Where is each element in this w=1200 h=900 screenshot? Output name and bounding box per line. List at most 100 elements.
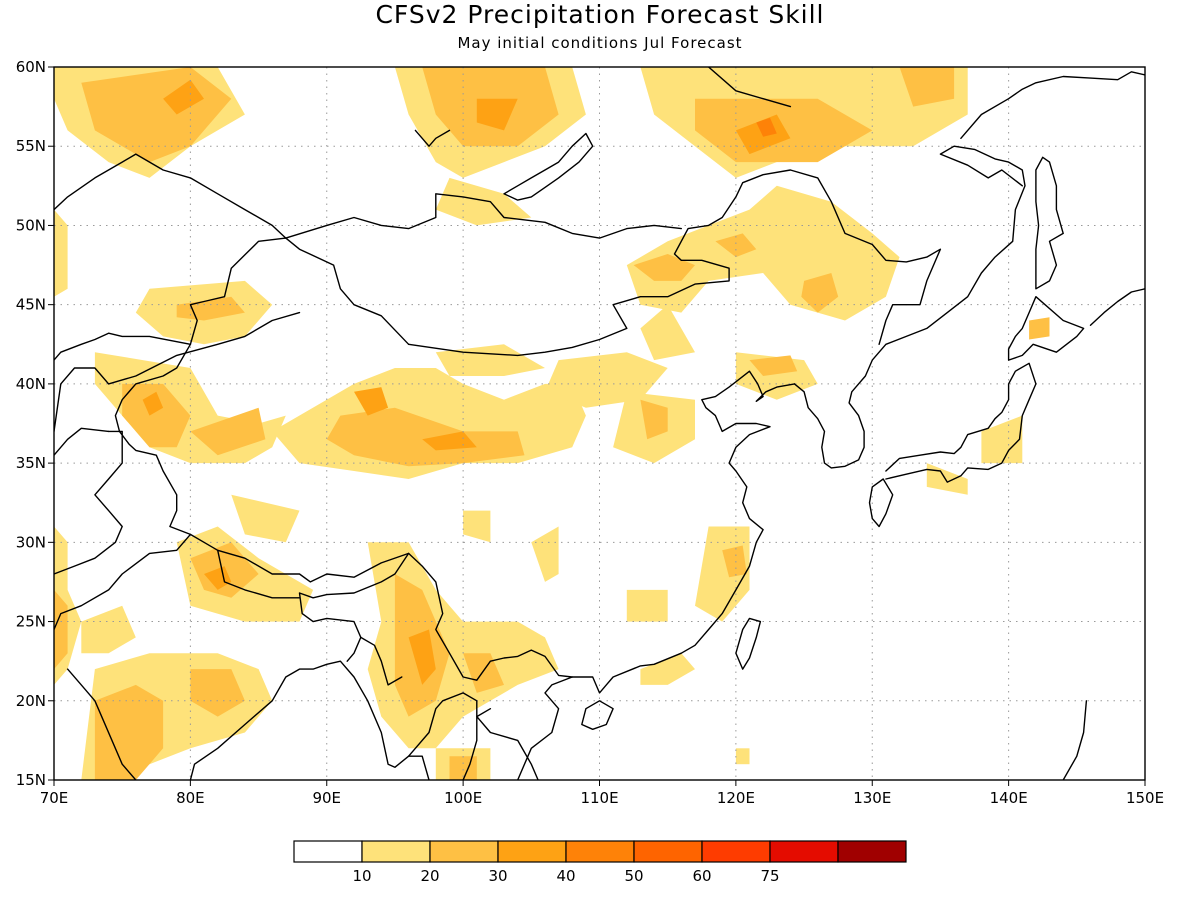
coastline [298,552,410,662]
coastline [503,132,594,201]
skill-region [899,67,955,107]
x-tick-label: 130E [853,789,891,807]
coastline [1035,156,1064,290]
colorbar-swatch [769,840,839,863]
skill-region [408,629,436,685]
coastline [66,668,137,780]
x-tick-label: 100E [444,789,482,807]
coastline [407,692,539,780]
colorbar-label: 20 [420,867,439,885]
y-tick-label: 45N [16,296,46,314]
colorbar-swatch [837,840,907,863]
coastline [217,549,301,599]
coastline [1062,700,1088,780]
coastline [189,237,410,345]
skill-region [435,344,545,376]
skill-region [354,387,389,416]
skill-region [476,98,518,131]
y-tick-label: 60N [16,58,46,76]
skill-region [54,589,68,670]
skill-region [463,653,504,693]
x-tick-label: 140E [990,789,1028,807]
coastline [581,700,614,730]
x-tick-label: 120E [717,789,755,807]
coastline [885,362,1037,483]
skill-region [926,463,968,495]
skill-region [735,748,750,765]
coastline [462,708,492,780]
y-tick-label: 25N [16,613,46,631]
coastline [54,427,110,456]
skill-region [640,399,668,440]
y-tick-label: 20N [16,692,46,710]
colorbar-swatch [361,840,431,863]
coastline [517,370,796,780]
skill-region [640,304,695,361]
y-tick-label: 35N [16,454,46,472]
colorbar-swatch [701,840,771,863]
skill-region [122,383,191,448]
skill-region [749,355,798,376]
longitude-axis: 70E 80E 90E 100E 110E 120E 130E 140E 150E [40,780,1164,807]
colorbar: 10 20 30 40 50 60 75 [293,840,907,885]
skill-region [190,407,266,456]
y-tick-label: 50N [16,216,46,234]
skill-fill-layer [54,67,1050,780]
skill-region [94,684,164,780]
coastline [285,193,682,239]
coastline [414,129,451,147]
skill-region [633,254,695,281]
skill-region [1029,317,1050,340]
skill-region [422,431,477,451]
coastline [793,145,1026,469]
map-title: CFSv2 Precipitation Forecast Skill [375,0,825,29]
coastline [360,636,403,686]
skill-region [756,117,777,137]
coastline [54,430,123,575]
skill-region [722,545,747,578]
coastline [54,311,301,433]
y-tick-label: 15N [16,771,46,789]
coastline [707,67,792,108]
coastline [960,71,1145,139]
y-tick-label: 55N [16,137,46,155]
colorbar-label: 50 [624,867,643,885]
coastline [189,660,430,780]
coastlines-and-borders [54,67,1145,780]
skill-region [81,605,136,654]
skill-region [190,669,245,717]
coastline [735,617,762,670]
x-tick-label: 80E [176,789,205,807]
x-tick-label: 70E [40,789,69,807]
skill-region [142,391,164,416]
skill-region [163,79,204,115]
colorbar-swatch [429,840,499,863]
colorbar-swatch [565,840,635,863]
skill-region [176,296,245,321]
y-tick-label: 30N [16,533,46,551]
x-tick-label: 150E [1126,789,1164,807]
skill-region [640,653,695,685]
coastline [54,332,192,361]
y-tick-label: 40N [16,375,46,393]
skill-region [626,185,900,321]
skill-region [801,273,839,313]
x-tick-label: 90E [312,789,341,807]
coastline [1089,288,1145,326]
map-subtitle: May initial conditions Jul Forecast [457,34,743,52]
x-tick-label: 110E [580,789,618,807]
skill-region [531,526,559,582]
skill-region [435,177,532,226]
coastline [407,169,942,357]
skill-region [231,494,300,543]
coastline [1007,296,1085,361]
coastline [868,478,894,528]
colorbar-swatch [293,840,363,863]
coastline [54,153,287,239]
skill-region [326,407,525,467]
latitude-axis: 15N 20N 25N 30N 35N 40N 45N 50N 55N 60N [16,58,54,789]
skill-region [54,209,68,297]
skill-region [715,233,757,258]
colorbar-label: 75 [760,867,779,885]
